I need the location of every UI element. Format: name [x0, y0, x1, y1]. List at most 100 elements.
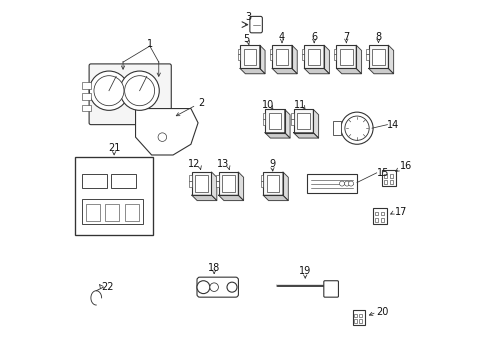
- FancyBboxPatch shape: [249, 17, 262, 33]
- Bar: [291, 119, 293, 125]
- Bar: [261, 175, 263, 181]
- Bar: [216, 175, 218, 181]
- Text: 17: 17: [394, 207, 406, 217]
- Bar: [262, 113, 264, 119]
- Bar: [380, 218, 384, 221]
- Text: 12: 12: [188, 159, 200, 169]
- Bar: [82, 82, 91, 89]
- Text: 4: 4: [278, 32, 285, 42]
- Polygon shape: [211, 172, 216, 201]
- Polygon shape: [293, 133, 318, 138]
- Bar: [374, 218, 378, 221]
- Polygon shape: [191, 195, 216, 201]
- Text: 14: 14: [386, 120, 399, 130]
- Bar: [381, 170, 395, 186]
- Bar: [371, 49, 384, 65]
- Bar: [266, 175, 279, 192]
- Bar: [216, 181, 218, 187]
- Bar: [124, 204, 139, 221]
- Text: 5: 5: [243, 34, 249, 44]
- Circle shape: [340, 112, 372, 144]
- Bar: [195, 175, 207, 192]
- Bar: [191, 172, 211, 195]
- Circle shape: [158, 133, 166, 141]
- Bar: [243, 49, 256, 65]
- Polygon shape: [284, 109, 289, 138]
- Bar: [389, 174, 392, 177]
- Text: 16: 16: [399, 161, 411, 171]
- Text: 21: 21: [108, 143, 120, 153]
- Text: 2: 2: [198, 98, 204, 108]
- Bar: [333, 49, 336, 54]
- Bar: [105, 204, 119, 221]
- Bar: [85, 204, 100, 221]
- Text: 18: 18: [207, 262, 220, 273]
- Bar: [297, 113, 309, 129]
- Bar: [374, 212, 378, 215]
- Bar: [110, 174, 135, 188]
- Polygon shape: [355, 45, 361, 74]
- Bar: [262, 119, 264, 125]
- Bar: [264, 109, 284, 133]
- Circle shape: [344, 116, 368, 140]
- Text: 13: 13: [217, 159, 229, 169]
- Polygon shape: [291, 45, 297, 74]
- Circle shape: [124, 76, 154, 106]
- Bar: [372, 208, 386, 224]
- Polygon shape: [387, 45, 393, 74]
- Polygon shape: [283, 172, 287, 201]
- Bar: [302, 54, 304, 60]
- Bar: [189, 181, 191, 187]
- Bar: [302, 49, 304, 54]
- Text: 19: 19: [299, 266, 311, 276]
- Bar: [353, 314, 357, 317]
- FancyBboxPatch shape: [89, 64, 171, 125]
- Bar: [261, 181, 263, 187]
- Circle shape: [89, 71, 128, 111]
- Circle shape: [120, 71, 159, 111]
- Bar: [336, 45, 355, 68]
- FancyBboxPatch shape: [197, 277, 238, 297]
- Bar: [189, 175, 191, 181]
- Bar: [353, 319, 357, 323]
- Bar: [304, 45, 324, 68]
- Circle shape: [209, 283, 218, 292]
- Bar: [339, 49, 352, 65]
- Polygon shape: [336, 68, 361, 74]
- Text: 22: 22: [102, 282, 114, 292]
- Polygon shape: [368, 68, 393, 74]
- Bar: [275, 49, 288, 65]
- Bar: [82, 199, 142, 224]
- Bar: [332, 121, 340, 135]
- Text: 10: 10: [261, 100, 273, 110]
- Circle shape: [197, 281, 209, 294]
- Bar: [352, 310, 365, 325]
- Bar: [237, 54, 240, 60]
- Polygon shape: [263, 195, 287, 201]
- Polygon shape: [240, 68, 264, 74]
- Bar: [222, 175, 234, 192]
- Bar: [358, 314, 362, 317]
- Circle shape: [94, 76, 124, 106]
- Bar: [82, 174, 107, 188]
- Bar: [75, 157, 153, 235]
- Bar: [269, 49, 272, 54]
- Circle shape: [339, 181, 344, 186]
- Text: 20: 20: [376, 307, 388, 317]
- Text: 11: 11: [293, 100, 305, 110]
- Text: 1: 1: [146, 39, 153, 49]
- Polygon shape: [238, 172, 243, 201]
- Bar: [389, 180, 392, 184]
- Bar: [218, 172, 238, 195]
- FancyBboxPatch shape: [323, 281, 338, 297]
- Text: 15: 15: [376, 168, 388, 178]
- Bar: [291, 113, 293, 119]
- Circle shape: [226, 282, 237, 292]
- Circle shape: [344, 181, 349, 186]
- Bar: [333, 54, 336, 60]
- Bar: [366, 54, 368, 60]
- Bar: [368, 45, 387, 68]
- Bar: [293, 109, 313, 133]
- Polygon shape: [324, 45, 328, 74]
- PathPatch shape: [135, 109, 198, 155]
